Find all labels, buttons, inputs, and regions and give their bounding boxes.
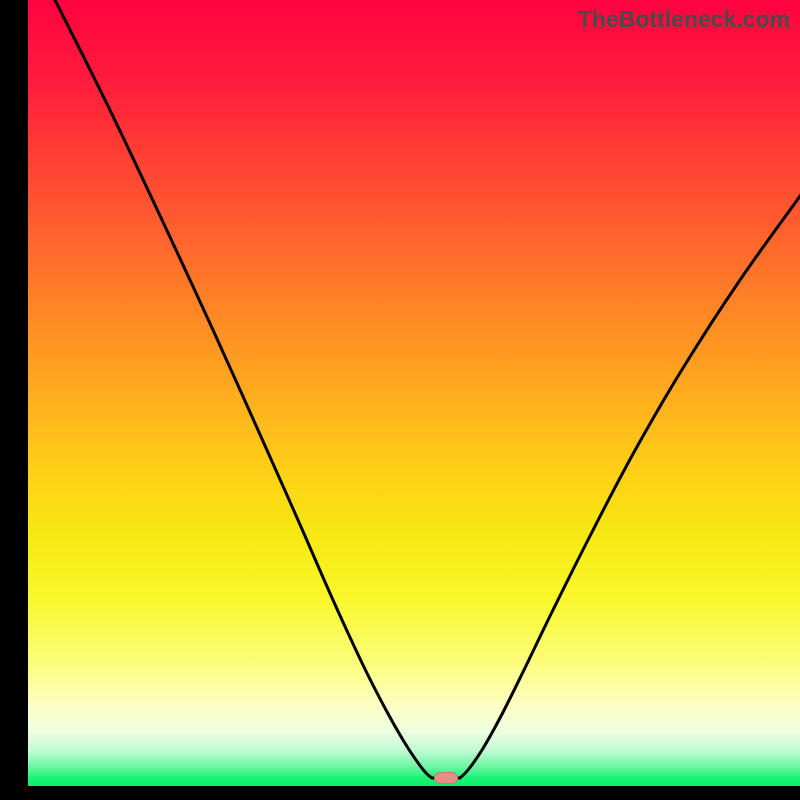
frame-left bbox=[0, 0, 28, 800]
bottleneck-curve bbox=[50, 0, 800, 778]
optimal-marker bbox=[434, 772, 458, 784]
bottleneck-chart: TheBottleneck.com bbox=[0, 0, 800, 800]
watermark-text: TheBottleneck.com bbox=[578, 6, 790, 33]
frame-bottom bbox=[0, 786, 800, 800]
plot-area: TheBottleneck.com bbox=[28, 0, 800, 786]
curve-layer bbox=[28, 0, 800, 786]
